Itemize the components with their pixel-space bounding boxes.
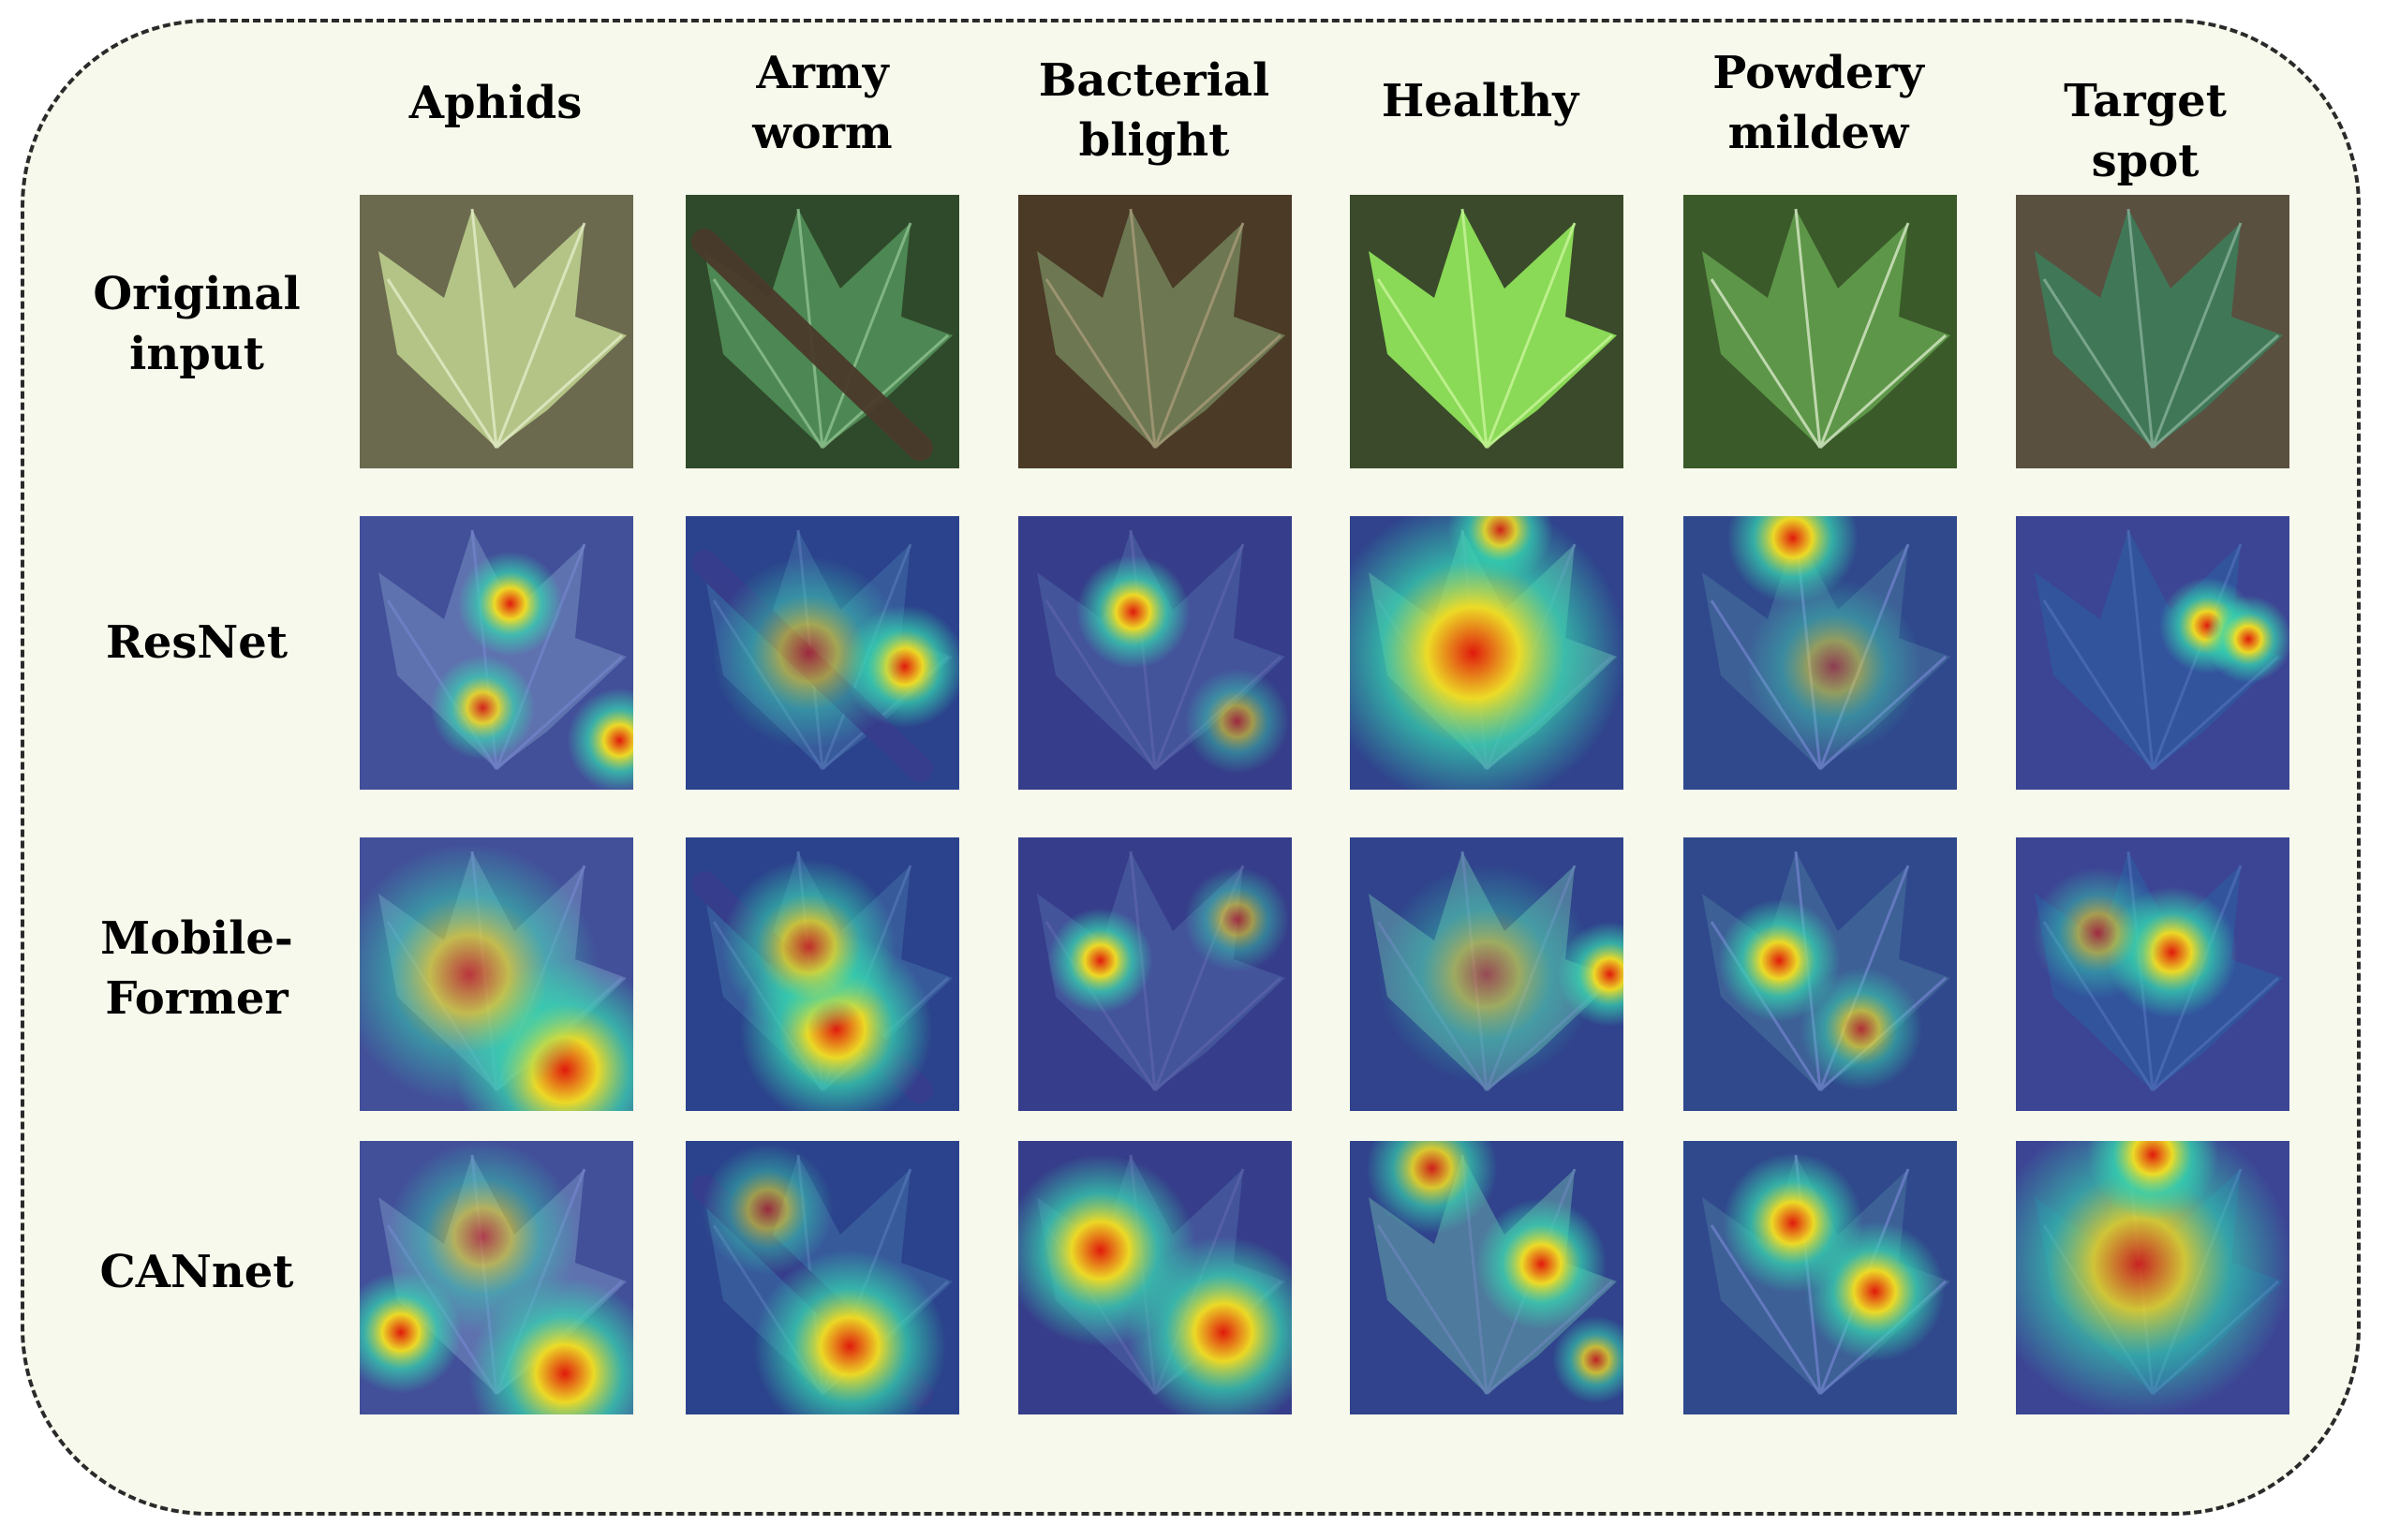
column-header-powdery-mildew: Powdery mildew <box>1712 47 1924 159</box>
heatmap-healthy-cannet <box>1350 1141 1623 1414</box>
heatmap-powdery-mildew-resnet <box>1683 516 1957 790</box>
row-header-mobile-former: Mobile- Former <box>100 912 293 1025</box>
photo-healthy-original-input <box>1350 195 1623 468</box>
row-header-original-input: Original input <box>93 268 301 380</box>
column-header-bacterial-blight: Bacterial blight <box>1038 54 1270 167</box>
heatmap-healthy-resnet <box>1350 516 1623 790</box>
row-header-resnet: ResNet <box>105 616 289 669</box>
photo-aphids-original-input <box>360 195 633 468</box>
photo-army-worm-original-input <box>686 195 959 468</box>
heatmap-powdery-mildew-cannet <box>1683 1141 1957 1414</box>
column-header-healthy: Healthy <box>1381 75 1579 127</box>
row-header-cannet: CANnet <box>99 1246 294 1298</box>
photo-powdery-mildew-original-input <box>1683 195 1957 468</box>
heatmap-army-worm-cannet <box>686 1141 959 1414</box>
heatmap-bacterial-blight-mobile-former <box>1018 837 1292 1111</box>
heatmap-army-worm-resnet <box>686 516 959 790</box>
heatmap-target-spot-cannet <box>2016 1141 2289 1414</box>
column-header-aphids: Aphids <box>408 77 583 129</box>
photo-bacterial-blight-original-input <box>1018 195 1292 468</box>
heatmap-aphids-cannet <box>360 1141 633 1414</box>
heatmap-aphids-resnet <box>360 516 633 790</box>
column-header-army-worm: Army worm <box>752 47 893 159</box>
heatmap-army-worm-mobile-former <box>686 837 959 1111</box>
heatmap-bacterial-blight-cannet <box>1018 1141 1292 1414</box>
heatmap-powdery-mildew-mobile-former <box>1683 837 1957 1111</box>
heatmap-bacterial-blight-resnet <box>1018 516 1292 790</box>
photo-target-spot-original-input <box>2016 195 2289 468</box>
heatmap-aphids-mobile-former <box>360 837 633 1111</box>
heatmap-target-spot-mobile-former <box>2016 837 2289 1111</box>
column-header-target-spot: Target spot <box>2064 75 2227 187</box>
heatmap-healthy-mobile-former <box>1350 837 1623 1111</box>
heatmap-target-spot-resnet <box>2016 516 2289 790</box>
